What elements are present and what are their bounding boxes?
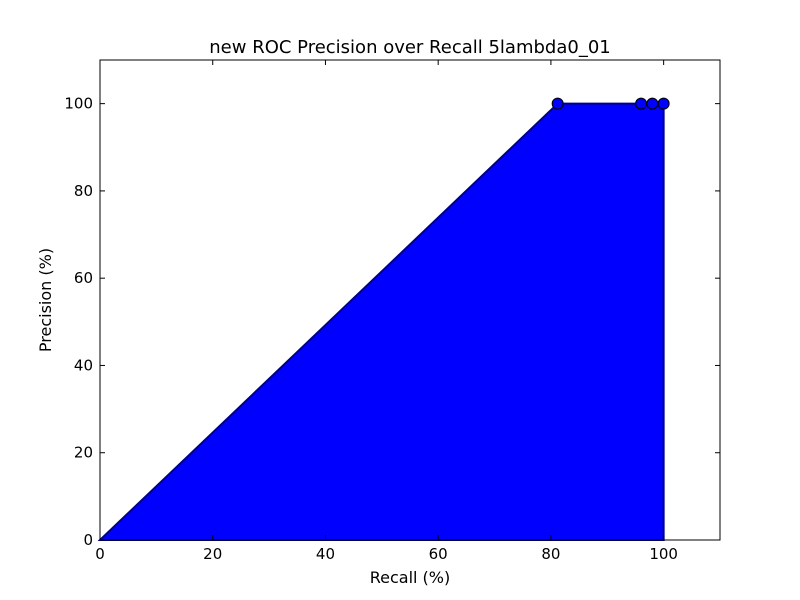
axis-ticks: 0 20 40 60 80 100 0 20 40 60 80 100 bbox=[64, 60, 720, 563]
y-axis-label: Precision (%) bbox=[36, 248, 55, 352]
series-0-area bbox=[97, 102, 665, 541]
series-0-point-2 bbox=[646, 97, 659, 110]
x-axis-label: Recall (%) bbox=[370, 568, 451, 587]
plot-area bbox=[97, 97, 670, 541]
series-0-point-1 bbox=[635, 97, 648, 110]
x-tick-label-80: 80 bbox=[541, 545, 560, 563]
x-tick-label-100: 100 bbox=[649, 545, 678, 563]
x-tick-label-0: 0 bbox=[95, 545, 105, 563]
x-tick-label-40: 40 bbox=[316, 545, 335, 563]
y-tick-label-0: 0 bbox=[83, 531, 93, 549]
series-0-point-3 bbox=[657, 97, 670, 110]
y-tick-label-80: 80 bbox=[74, 182, 93, 200]
y-tick-label-60: 60 bbox=[74, 269, 93, 287]
x-tick-label-60: 60 bbox=[429, 545, 448, 563]
y-tick-label-20: 20 bbox=[74, 444, 93, 462]
x-tick-label-20: 20 bbox=[203, 545, 222, 563]
chart-title: new ROC Precision over Recall 5lambda0_0… bbox=[209, 37, 610, 58]
plot-frame bbox=[99, 59, 721, 541]
series-0-point-0 bbox=[551, 97, 564, 110]
y-tick-label-40: 40 bbox=[74, 356, 93, 374]
y-tick-label-100: 100 bbox=[64, 95, 93, 113]
